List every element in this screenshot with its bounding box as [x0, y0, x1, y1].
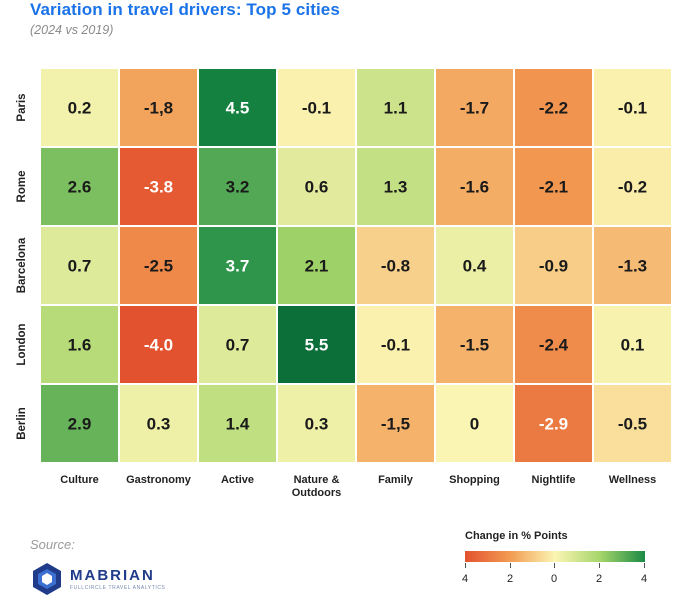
cell-value-label: 1.6 [68, 336, 92, 355]
cell-value-label: 0.3 [147, 415, 171, 434]
column-label: Culture [60, 474, 99, 486]
column-label: Family [378, 474, 414, 486]
cell-value-label: -2.4 [539, 336, 569, 355]
legend-title: Change in % Points [465, 530, 568, 542]
cell-value-label: 3.7 [226, 257, 250, 276]
heatmap-chart: 0.2 -1,8 4.5 -0.1 1.1 -1.7 -2.2 -0.1 Paris 2.6 -3.… [16, 67, 673, 499]
cell-value-label: -1.3 [618, 257, 647, 276]
cell-value-label: -2.1 [539, 178, 568, 197]
column-label: Gastronomy [126, 474, 192, 486]
cell-value-label: 0.3 [305, 415, 329, 434]
legend-ticks [465, 563, 645, 571]
heatmap-cell [39, 146, 120, 227]
cell-value-label: -1.7 [460, 99, 489, 118]
cell-value-label: -0.8 [381, 257, 410, 276]
cell-value-label: -2.9 [539, 415, 568, 434]
cell-value-label: 0.7 [68, 257, 92, 276]
cell-value-label: 2.6 [68, 178, 92, 197]
heatmap-cell [197, 67, 278, 148]
legend-tick [599, 563, 600, 568]
cell-value-label: 0.1 [621, 336, 645, 355]
legend-tick [510, 563, 511, 568]
heatmap-cell [39, 67, 120, 148]
legend-tick-label: 2 [595, 573, 603, 585]
cell-value-label: -0.9 [539, 257, 568, 276]
heatmap-cell [118, 383, 199, 464]
cell-value-label: -1,5 [381, 415, 410, 434]
logo-tagline: FULLCIRCLE TRAVEL ANALYTICS [70, 585, 166, 591]
heatmap-cell [39, 383, 120, 464]
chart-subtitle: (2024 vs 2019) [30, 23, 114, 37]
cell-value-label: -0.5 [618, 415, 647, 434]
heatmap-cell [513, 383, 594, 464]
cell-value-label: 2.9 [68, 415, 92, 434]
cell-value-label: 3.2 [226, 178, 250, 197]
cell-value-label: 0 [470, 415, 479, 434]
legend-tick-labels: 4 2 0 2 4 [461, 573, 648, 587]
heatmap-cell [355, 304, 436, 385]
heatmap-cell [434, 225, 515, 306]
heatmap-cell [197, 383, 278, 464]
heatmap-cell [592, 225, 673, 306]
legend-tick-label: 2 [506, 573, 514, 585]
cell-value-label: 1.3 [384, 178, 408, 197]
legend-tick-label: 4 [461, 573, 469, 585]
cell-value-label: -0.1 [381, 336, 410, 355]
heatmap-cell [276, 304, 357, 385]
cell-value-label: 1.4 [226, 415, 250, 434]
heatmap-cell [118, 304, 199, 385]
heatmap-cell [276, 225, 357, 306]
cell-value-label: 0.7 [226, 336, 250, 355]
cell-value-label: -3.8 [144, 178, 173, 197]
row-label: Paris [16, 93, 28, 121]
cell-value-label: 0.6 [305, 178, 329, 197]
source-label: Source: [30, 537, 75, 552]
cell-value-label: -0.2 [618, 178, 647, 197]
legend-tick-label: 0 [550, 573, 558, 585]
cell-value-label: -4.0 [144, 336, 173, 355]
heatmap-cell [434, 67, 515, 148]
column-label: Wellness [609, 474, 657, 486]
logo-name: MABRIAN [70, 567, 155, 584]
row-label: Berlin [16, 407, 28, 440]
cell-value-label: 1.1 [384, 99, 408, 118]
heatmap-cell [276, 67, 357, 148]
cell-value-label: 0.4 [463, 257, 487, 276]
chart-title: Variation in travel drivers: Top 5 citie… [30, 0, 340, 19]
cell-value-label: 4.5 [226, 99, 250, 118]
row-label: London [16, 323, 28, 365]
cell-value-label: -2.2 [539, 99, 568, 118]
legend-tick [465, 563, 466, 568]
heatmap-cell [118, 225, 199, 306]
legend-tick-label: 4 [640, 573, 648, 585]
heatmap-cell [197, 225, 278, 306]
cell-value-label: -1,8 [144, 99, 173, 118]
column-label: Nature & Outdoors [292, 474, 342, 499]
cell-value-label: -0.1 [302, 99, 331, 118]
cell-value-label: 2.1 [305, 257, 329, 276]
column-label: Shopping [449, 474, 500, 486]
cell-value-label: -1.6 [460, 178, 489, 197]
heatmap-cell [276, 146, 357, 227]
cell-value-label: -1.5 [460, 336, 489, 355]
legend-tick [554, 563, 555, 568]
column-label: Active [221, 474, 254, 486]
cell-value-label: -0.1 [618, 99, 647, 118]
cell-value-label: 5.5 [305, 336, 329, 355]
legend-tick [644, 563, 645, 568]
heatmap-cell [592, 383, 673, 464]
heatmap-cell [355, 383, 436, 464]
row-label: Barcelona [16, 237, 28, 293]
heatmap-cell [197, 146, 278, 227]
cell-value-label: -2.5 [144, 257, 173, 276]
mabrian-logo-icon [33, 563, 61, 595]
legend-color-bar [465, 551, 645, 562]
heatmap-cell [434, 383, 515, 464]
cell-value-label: 0.2 [68, 99, 92, 118]
mabrian-logo: MABRIAN FULLCIRCLE TRAVEL ANALYTICS [30, 562, 166, 596]
row-label: Rome [16, 171, 28, 203]
column-label: Nightlife [532, 474, 576, 486]
